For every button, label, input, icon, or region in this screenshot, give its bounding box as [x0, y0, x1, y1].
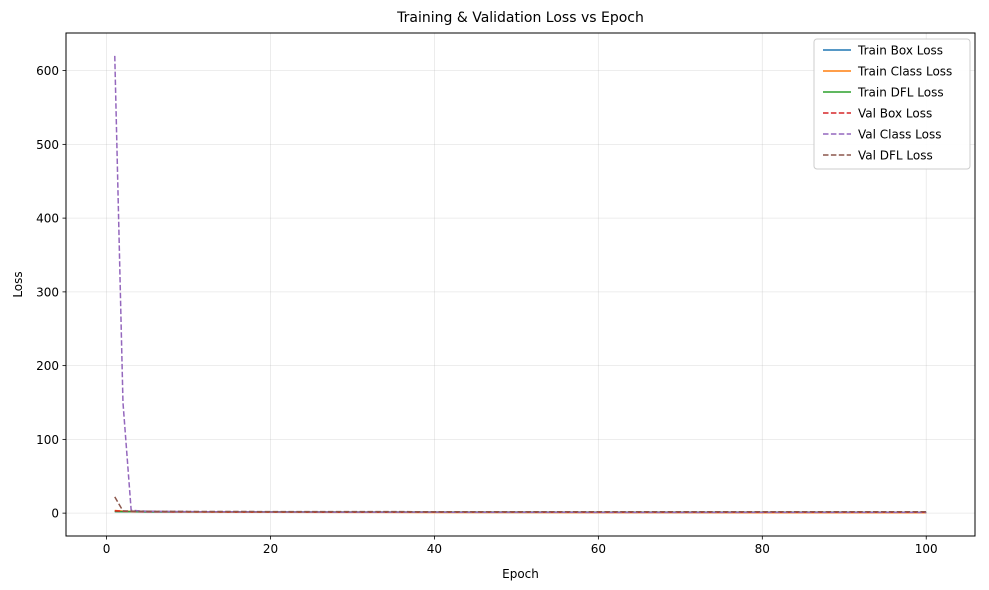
series-line-5	[114, 496, 927, 513]
x-tick-label: 40	[427, 542, 442, 556]
legend-label: Train Box Loss	[857, 44, 943, 58]
legend-label: Val Class Loss	[858, 128, 941, 142]
legend-label: Val DFL Loss	[858, 149, 933, 163]
legend-box	[813, 38, 971, 170]
legend: Train Box Loss Train Class Loss Train DFL …	[813, 38, 971, 170]
chart-title: Training & Validation Loss vs Epoch	[396, 10, 644, 26]
x-axis-title: Epoch	[502, 567, 539, 581]
y-tick-label: 600	[36, 64, 59, 78]
legend-label: Train Class Loss	[857, 65, 952, 79]
x-tick-label: 60	[591, 542, 606, 556]
axis-ticks: 0 20 40 60 80 100 0 100 200 300 400 500 600	[36, 64, 938, 556]
x-tick-label: 20	[263, 542, 278, 556]
x-tick-label: 100	[915, 542, 938, 556]
y-axis-title: Loss	[11, 271, 25, 297]
y-tick-label: 100	[36, 433, 59, 447]
y-tick-label: 500	[36, 138, 59, 152]
y-tick-label: 0	[51, 507, 59, 521]
legend-label: Train DFL Loss	[857, 86, 944, 100]
y-tick-label: 200	[36, 359, 59, 373]
x-tick-label: 0	[103, 542, 111, 556]
legend-label: Val Box Loss	[858, 107, 932, 121]
series-lines	[114, 55, 927, 514]
plot-frame	[65, 32, 976, 537]
x-tick-label: 80	[755, 542, 770, 556]
y-tick-label: 300	[36, 285, 59, 299]
y-tick-label: 400	[36, 212, 59, 226]
legend-items: Train Box Loss Train Class Loss Train DFL …	[823, 44, 952, 163]
